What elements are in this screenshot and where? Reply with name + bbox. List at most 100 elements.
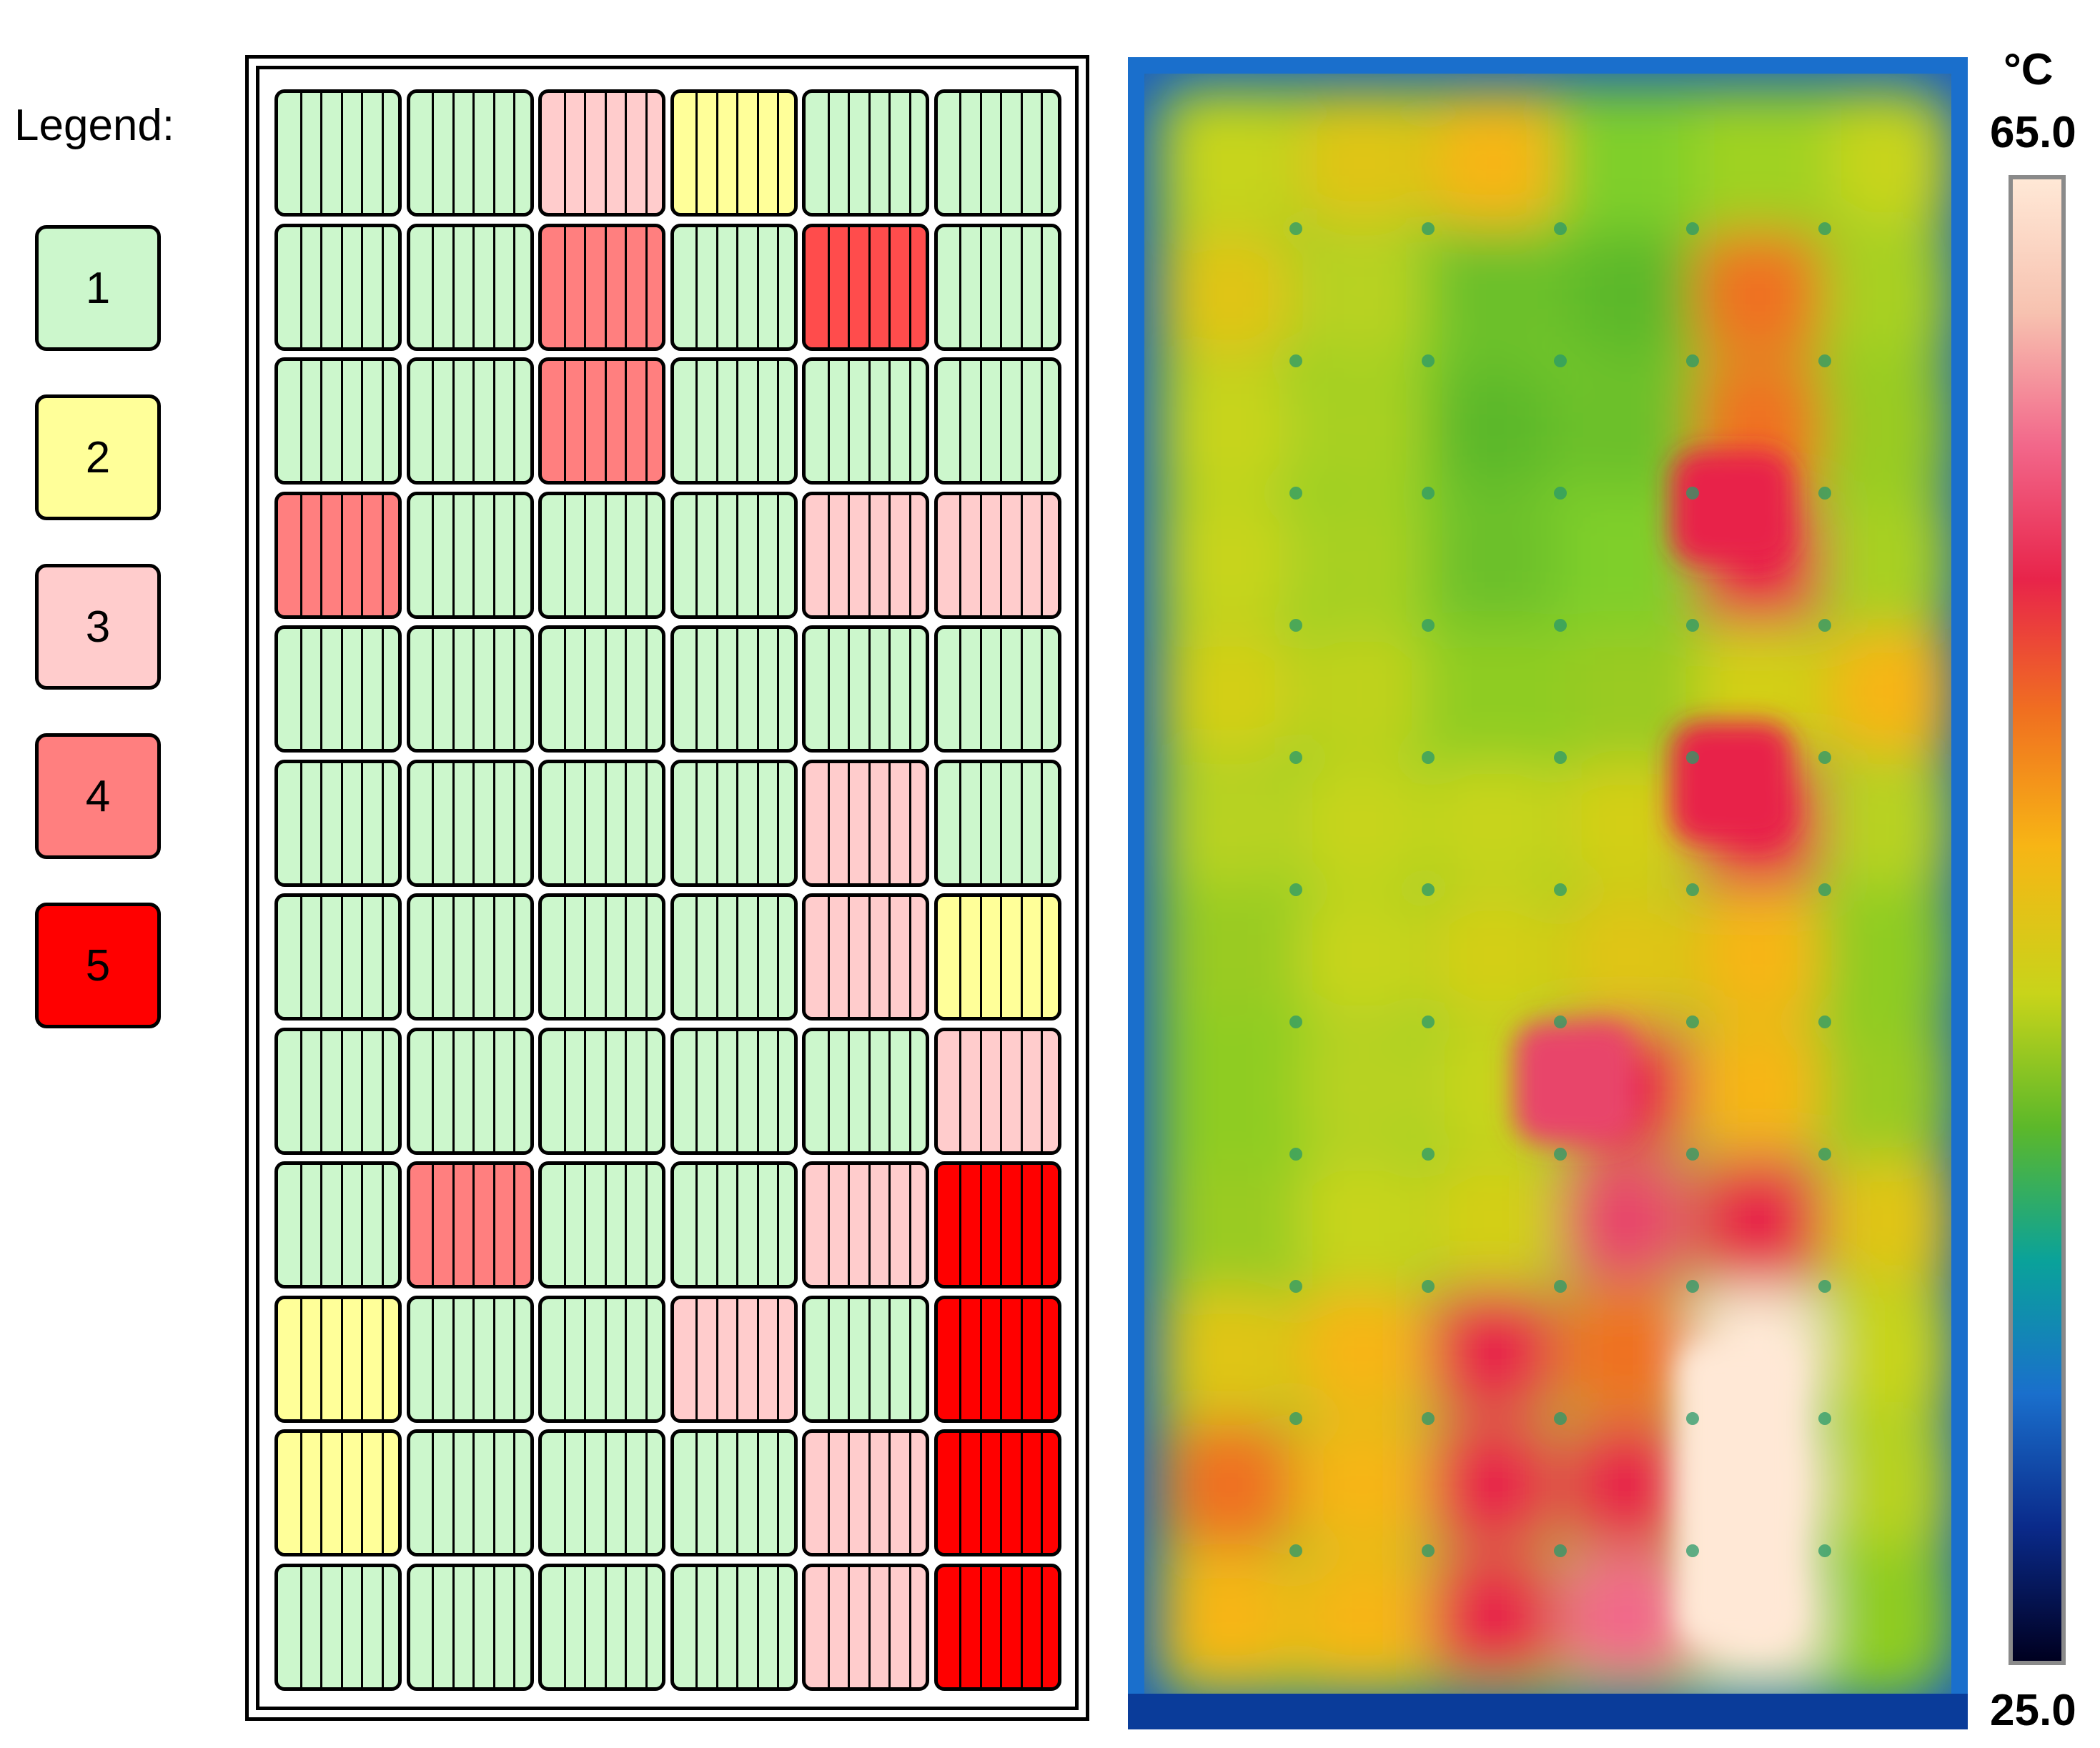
cell-busbar (432, 495, 434, 615)
cell-busbar (361, 897, 363, 1017)
cell-busbar (828, 1031, 830, 1151)
cell-busbar (605, 227, 607, 347)
cell-busbar (472, 1567, 475, 1687)
legend-title: Legend: (14, 100, 174, 151)
cell-busbar (909, 1433, 911, 1553)
thermal-cell (1564, 1158, 1689, 1283)
thermal-junction-dot (1422, 1544, 1435, 1557)
cell-busbar (1021, 227, 1023, 347)
thermal-junction-dot (1818, 1280, 1831, 1293)
thermal-cell (1828, 893, 1953, 1018)
cell-busbar (432, 1567, 434, 1687)
panel-cell (802, 1296, 929, 1423)
thermal-cell (1432, 232, 1557, 357)
panel-cell (538, 89, 665, 217)
cell-busbar (980, 361, 982, 481)
cell-busbar (848, 629, 850, 749)
thermal-cell (1432, 1554, 1557, 1679)
thermal-cell (1696, 232, 1821, 357)
panel-cell (802, 89, 929, 217)
cell-busbar (757, 1299, 759, 1419)
cell-busbar (736, 361, 738, 481)
cell-busbar (1021, 1031, 1023, 1151)
cell-busbar (320, 763, 322, 883)
thermal-cell (1432, 364, 1557, 490)
cell-busbar (432, 1031, 434, 1151)
panel-cell (274, 492, 402, 619)
cell-busbar (564, 1031, 566, 1151)
thermal-junction-dot (1554, 487, 1567, 500)
cell-busbar (493, 897, 495, 1017)
cell-busbar (361, 629, 363, 749)
cell-busbar (777, 361, 779, 481)
colorbar-max-label: 65.0 (1990, 107, 2076, 158)
cell-busbar (909, 629, 911, 749)
panel-cell (538, 1161, 665, 1288)
cell-busbar (320, 227, 322, 347)
thermal-cell (1432, 497, 1557, 622)
cell-busbar (828, 361, 830, 481)
cell-busbar (320, 1165, 322, 1285)
cell-busbar (564, 495, 566, 615)
cell-busbar (868, 1299, 871, 1419)
cell-busbar (513, 1031, 515, 1151)
cell-busbar (564, 93, 566, 213)
panel-cell (274, 893, 402, 1021)
cell-busbar (959, 93, 961, 213)
thermal-junction-dot (1818, 883, 1831, 896)
cell-busbar (320, 93, 322, 213)
cell-busbar (1000, 897, 1002, 1017)
cell-busbar (757, 1031, 759, 1151)
cell-busbar (584, 763, 586, 883)
panel-cell (538, 1429, 665, 1556)
cell-busbar (868, 93, 871, 213)
cell-busbar (493, 1567, 495, 1687)
thermal-junction-dot (1554, 1280, 1567, 1293)
thermal-junction-dot (1422, 883, 1435, 896)
panel-cell (802, 492, 929, 619)
cell-busbar (980, 1433, 982, 1553)
thermal-cell (1828, 364, 1953, 490)
cell-busbar (980, 763, 982, 883)
cell-busbar (848, 1165, 850, 1285)
cell-busbar (493, 629, 495, 749)
thermal-cell (1167, 629, 1292, 754)
cell-busbar (493, 361, 495, 481)
cell-busbar (564, 763, 566, 883)
cell-busbar (959, 1031, 961, 1151)
panel-cell (670, 224, 798, 351)
thermal-junction-dot (1554, 1015, 1567, 1028)
cell-busbar (716, 1165, 718, 1285)
cell-busbar (300, 897, 302, 1017)
cell-busbar (432, 897, 434, 1017)
panel-cell (407, 1296, 534, 1423)
thermal-cell (1167, 364, 1292, 490)
cell-busbar (828, 93, 830, 213)
cell-busbar (736, 93, 738, 213)
cell-busbar (757, 227, 759, 347)
cell-busbar (605, 1165, 607, 1285)
cell-busbar (493, 1433, 495, 1553)
panel-cell (274, 625, 402, 753)
cell-busbar (341, 1433, 343, 1553)
thermal-cell (1299, 1554, 1425, 1679)
thermal-junction-dot (1686, 222, 1699, 235)
cell-busbar (888, 93, 891, 213)
cell-busbar (472, 897, 475, 1017)
thermal-cell (1432, 629, 1557, 754)
cell-busbar (736, 1165, 738, 1285)
cell-busbar (513, 897, 515, 1017)
cell-busbar (564, 897, 566, 1017)
cell-busbar (382, 1165, 384, 1285)
cell-busbar (868, 495, 871, 615)
cell-busbar (1021, 1433, 1023, 1553)
cell-busbar (848, 897, 850, 1017)
cell-busbar (382, 1433, 384, 1553)
cell-busbar (1000, 1567, 1002, 1687)
cell-busbar (361, 1165, 363, 1285)
thermal-cell (1299, 629, 1425, 754)
thermal-cell (1696, 100, 1821, 225)
cell-busbar (605, 361, 607, 481)
thermal-hotspot (1678, 1344, 1800, 1644)
panel-cell (407, 224, 534, 351)
